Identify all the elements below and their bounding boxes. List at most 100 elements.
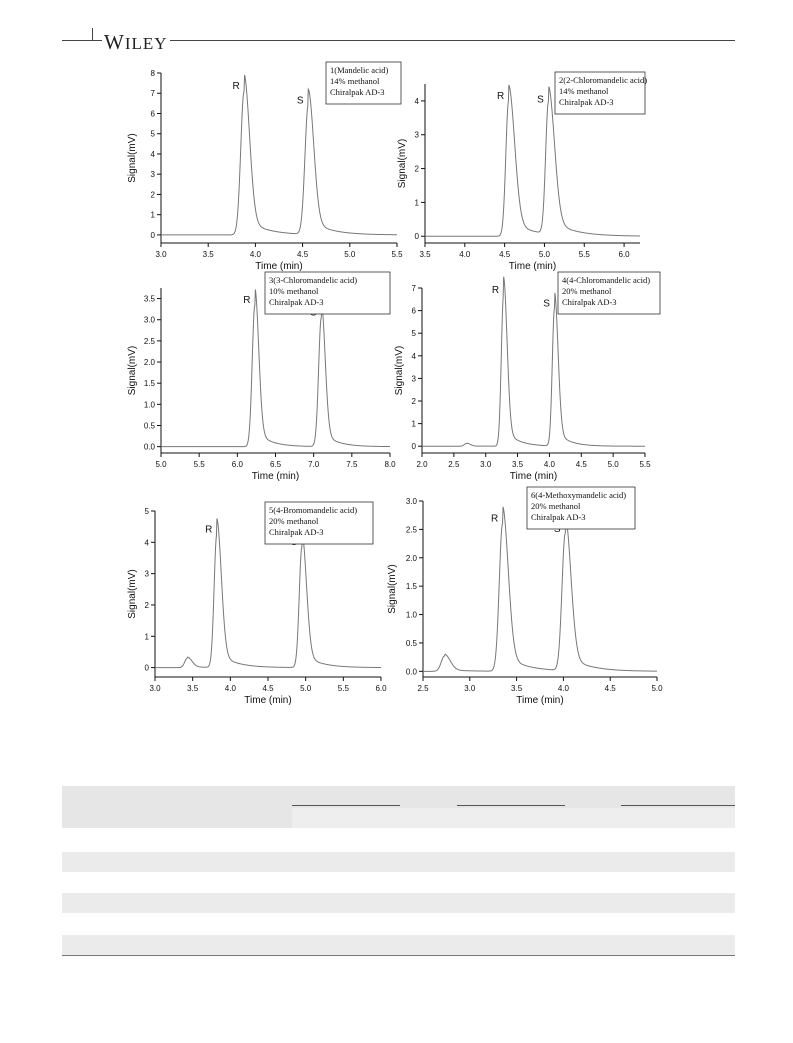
y-tick-label: 2.0 — [144, 358, 156, 367]
y-tick-label: 0.5 — [144, 422, 156, 431]
publisher-logo: WILEY — [104, 30, 168, 55]
y-tick-label: 7 — [412, 284, 417, 293]
y-tick-label: 2 — [415, 165, 420, 174]
x-tick-label: 7.0 — [308, 460, 320, 469]
y-tick-label: 2 — [412, 397, 417, 406]
y-tick-label: 0.5 — [406, 639, 418, 648]
annotation-line: 3(3-Chloromandelic acid) — [269, 275, 357, 285]
y-tick-label: 2 — [151, 190, 156, 199]
annotation-line: 1(Mandelic acid) — [330, 65, 388, 75]
annotation-line: 5(4-Bromomandelic acid) — [269, 505, 357, 515]
y-tick-label: 1.5 — [144, 379, 156, 388]
chromatogram-6: 2.5 3.0 3.5 4.0 4.5 5.0 0.0 0.5 1.0 1.5 2.0 2.5 3.0 T… — [387, 486, 663, 706]
y-tick-label: 5 — [145, 507, 150, 516]
annotation-line: 20% methanol — [562, 286, 612, 296]
x-tick-label: 3.5 — [512, 460, 524, 469]
y-tick-label: 6 — [151, 109, 156, 118]
annotation-box — [557, 271, 661, 315]
y-tick-label: 2 — [145, 601, 150, 610]
chromatogram-trace — [425, 84, 640, 237]
chromatogram-trace — [161, 289, 390, 448]
y-tick-label: 3 — [415, 131, 420, 140]
annotation-line: 14% methanol — [559, 86, 609, 96]
y-tick-label: 6 — [412, 307, 417, 316]
y-tick-label: 3.0 — [144, 316, 156, 325]
x-tick-label: 4.5 — [576, 460, 588, 469]
y-tick-label: 5 — [151, 130, 156, 139]
header-rule-right — [170, 40, 735, 41]
logo-rest: ILEY — [124, 34, 168, 53]
annotation-line: Chiralpak AD-3 — [330, 87, 385, 97]
peak-label-r: R — [492, 285, 499, 296]
y-tick-label: 4 — [145, 538, 150, 547]
x-tick-label: 5.5 — [639, 460, 651, 469]
y-tick-label: 4 — [415, 97, 420, 106]
x-tick-label: 2.5 — [417, 684, 429, 693]
chromatogram-5: 3.0 3.5 4.0 4.5 5.0 5.5 6.0 0 1 2 3 4 5 Time (min) Sig… — [127, 501, 387, 706]
chromatogram-trace — [161, 74, 397, 236]
annotation-box — [264, 501, 374, 545]
y-tick-label: 8 — [151, 69, 156, 78]
table-row — [62, 852, 735, 872]
y-tick-label: 3 — [412, 374, 417, 383]
y-tick-label: 1.0 — [144, 400, 156, 409]
y-tick-label: 1.0 — [406, 611, 418, 620]
annotation-line: Chiralpak AD-3 — [559, 97, 614, 107]
y-tick-label: 7 — [151, 89, 156, 98]
table-row — [62, 893, 735, 913]
table-header-rule — [292, 805, 400, 806]
y-axis-label: Signal(mV) — [394, 346, 405, 395]
annotation-line: 20% methanol — [531, 501, 581, 511]
x-tick-label: 3.0 — [149, 684, 161, 693]
x-tick-label: 4.5 — [499, 250, 511, 259]
x-tick-label: 5.5 — [579, 250, 591, 259]
x-tick-label: 7.5 — [346, 460, 358, 469]
x-tick-label: 8.0 — [384, 460, 396, 469]
y-tick-label: 0 — [151, 231, 156, 240]
annotation-line: Chiralpak AD-3 — [269, 297, 324, 307]
x-tick-label: 5.0 — [155, 460, 167, 469]
chromatogram-3: 5.0 5.5 6.0 6.5 7.0 7.5 8.0 0.0 0.5 1.0 1.5 2.0 2.5 3… — [127, 271, 396, 482]
annotation-box — [264, 271, 391, 315]
table-row — [62, 935, 735, 955]
annotation-box — [554, 71, 646, 115]
peak-label-r: R — [232, 81, 239, 92]
peak-label-r: R — [491, 514, 498, 525]
y-tick-label: 1.5 — [406, 582, 418, 591]
annotation-box — [526, 486, 636, 530]
y-axis-label: Signal(mV) — [387, 564, 398, 613]
peak-label-s: S — [554, 524, 561, 535]
y-axis-label: Signal(mV) — [127, 133, 138, 182]
table-header-rule — [621, 805, 735, 806]
table-bottom-rule — [62, 955, 735, 956]
y-tick-label: 0 — [415, 232, 420, 241]
y-tick-label: 2.5 — [406, 525, 418, 534]
peak-label-r: R — [205, 524, 212, 535]
x-tick-label: 4.0 — [225, 684, 237, 693]
x-tick-label: 4.0 — [250, 250, 262, 259]
x-tick-label: 5.0 — [344, 250, 356, 259]
x-tick-label: 6.0 — [232, 460, 244, 469]
x-axis-label: Time (min) — [516, 695, 563, 706]
y-tick-label: 2.5 — [144, 337, 156, 346]
x-tick-label: 2.0 — [416, 460, 428, 469]
x-tick-label: 3.5 — [511, 684, 523, 693]
x-tick-label: 4.5 — [297, 250, 309, 259]
logo-initial: W — [104, 30, 125, 54]
x-tick-label: 5.5 — [338, 684, 350, 693]
x-tick-label: 5.0 — [300, 684, 312, 693]
annotation-line: 2(2-Chloromandelic acid) — [559, 75, 647, 85]
x-axis-label: Time (min) — [255, 261, 302, 272]
x-tick-label: 4.0 — [459, 250, 471, 259]
y-axis-label: Signal(mV) — [127, 346, 138, 395]
x-tick-label: 5.0 — [539, 250, 551, 259]
peak-label-r: R — [243, 295, 250, 306]
table-header-rule — [457, 805, 565, 806]
y-tick-label: 4 — [151, 150, 156, 159]
y-tick-label: 1 — [412, 420, 417, 429]
x-tick-label: 6.5 — [270, 460, 282, 469]
header-tick — [92, 28, 93, 41]
x-tick-label: 5.5 — [194, 460, 206, 469]
y-tick-label: 1 — [415, 198, 420, 207]
y-axis-label: Signal(mV) — [127, 569, 138, 618]
